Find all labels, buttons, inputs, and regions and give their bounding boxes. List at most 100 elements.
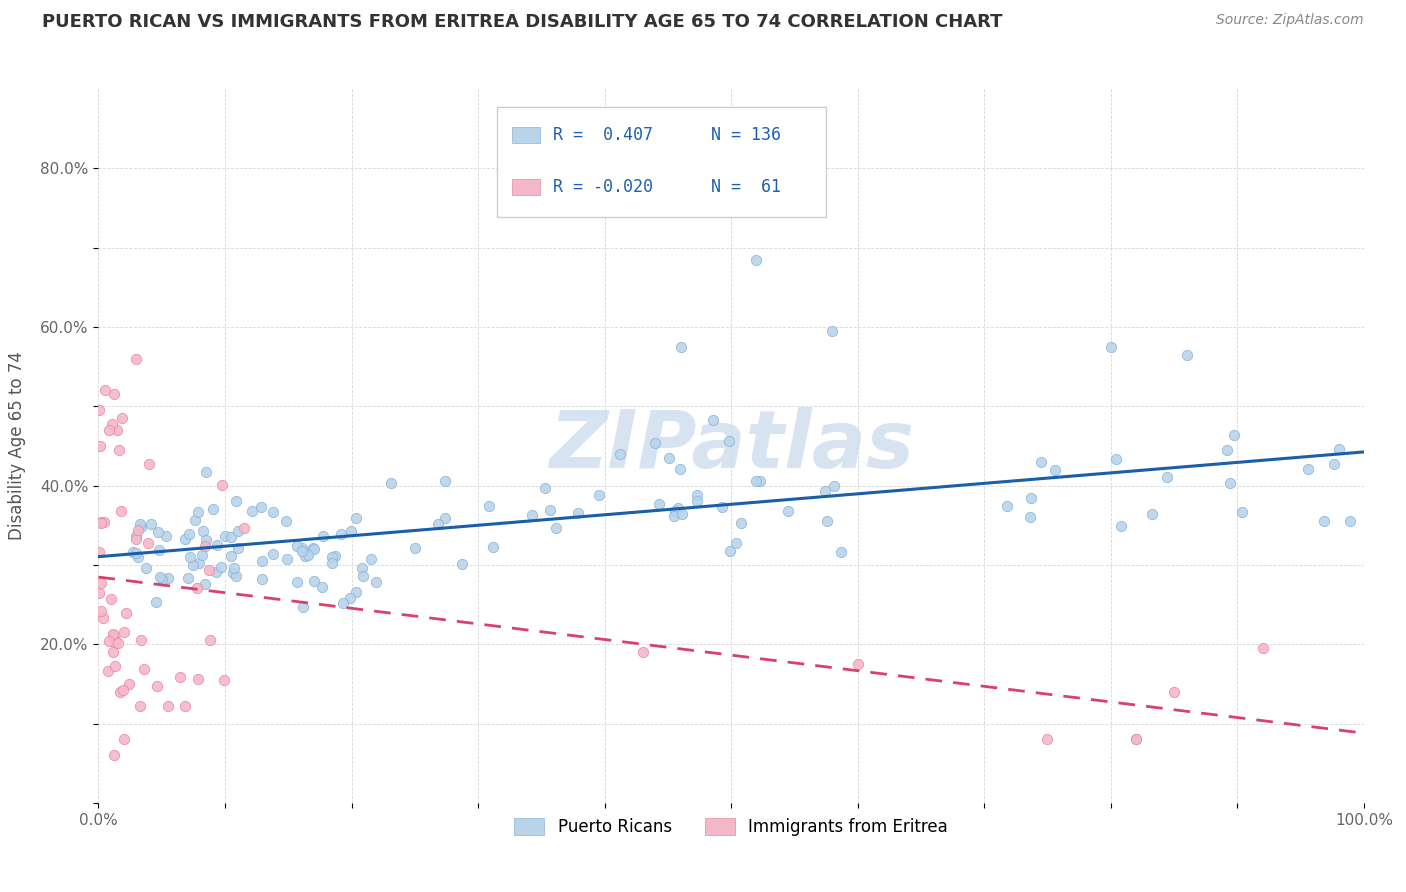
Point (350, 560, 373, 574)
Point (108, 443, 131, 458)
Point (105, 423, 128, 437)
Point (228, 524, 250, 538)
Point (112, 732, 135, 747)
Point (125, 533, 148, 547)
Point (631, 645, 654, 659)
Point (360, 552, 382, 566)
Point (846, 657, 869, 671)
Point (664, 504, 686, 518)
Point (588, 488, 610, 502)
Point (339, 591, 361, 605)
Point (1163, 685, 1185, 699)
Point (662, 508, 685, 523)
Point (450, 557, 472, 571)
Point (104, 636, 127, 650)
Point (173, 533, 195, 547)
Point (214, 529, 236, 543)
Text: PUERTO RICAN VS IMMIGRANTS FROM ERITREA DISABILITY AGE 65 TO 74 CORRELATION CHAR: PUERTO RICAN VS IMMIGRANTS FROM ERITREA … (42, 13, 1002, 31)
Point (1296, 462, 1319, 476)
Point (249, 500, 271, 514)
Point (250, 572, 273, 586)
Point (202, 502, 225, 516)
Point (1339, 514, 1361, 528)
Point (93, 384, 117, 398)
Point (127, 523, 149, 537)
Point (87, 403, 110, 417)
Point (101, 645, 124, 659)
Point (205, 566, 228, 580)
Point (114, 606, 136, 620)
Point (702, 413, 724, 427)
Point (89, 545, 111, 559)
Point (111, 411, 134, 425)
Point (287, 575, 309, 590)
Point (567, 506, 589, 520)
Point (93, 515, 115, 529)
Point (301, 541, 323, 555)
Point (669, 340, 692, 354)
Point (544, 521, 567, 535)
Point (90, 576, 112, 591)
Point (821, 324, 844, 338)
Point (146, 524, 169, 539)
Point (745, 252, 768, 267)
Point (1323, 457, 1346, 471)
Point (219, 549, 242, 563)
Point (132, 662, 155, 676)
Point (125, 351, 148, 366)
Point (187, 556, 209, 570)
Point (103, 659, 125, 673)
Point (1140, 507, 1163, 521)
Point (112, 683, 135, 698)
Point (1156, 470, 1178, 484)
Text: Source: ZipAtlas.com: Source: ZipAtlas.com (1216, 13, 1364, 28)
Point (135, 561, 157, 575)
Point (211, 478, 233, 492)
Point (179, 549, 201, 564)
Point (110, 684, 132, 698)
Point (353, 569, 375, 583)
Point (118, 676, 141, 690)
Point (1219, 476, 1241, 491)
Point (718, 544, 741, 558)
Point (291, 543, 314, 558)
Point (262, 547, 284, 561)
Point (89, 585, 111, 599)
Point (520, 508, 543, 522)
Point (294, 549, 316, 563)
Point (240, 504, 263, 518)
Point (195, 533, 218, 547)
Point (103, 748, 125, 763)
Point (90, 604, 112, 618)
Point (648, 497, 671, 511)
Point (366, 574, 388, 589)
Point (302, 541, 325, 556)
Point (1109, 519, 1132, 533)
Point (344, 585, 367, 599)
Point (1019, 491, 1042, 506)
Point (686, 488, 709, 502)
Point (1105, 452, 1128, 467)
Point (332, 596, 354, 610)
FancyBboxPatch shape (512, 128, 540, 143)
Point (380, 476, 402, 491)
Point (717, 434, 740, 449)
Point (191, 549, 214, 563)
Point (1019, 510, 1042, 524)
Point (830, 544, 852, 558)
Point (103, 387, 125, 401)
Point (198, 632, 221, 647)
Point (149, 569, 172, 583)
Point (1036, 732, 1059, 747)
Point (205, 538, 228, 552)
Point (823, 479, 845, 493)
Point (212, 673, 235, 687)
Point (186, 581, 208, 595)
Point (534, 481, 557, 495)
Point (711, 500, 734, 514)
Point (815, 514, 838, 528)
Point (1215, 442, 1237, 457)
Point (1230, 504, 1253, 518)
Point (90, 516, 112, 530)
Point (184, 513, 207, 527)
